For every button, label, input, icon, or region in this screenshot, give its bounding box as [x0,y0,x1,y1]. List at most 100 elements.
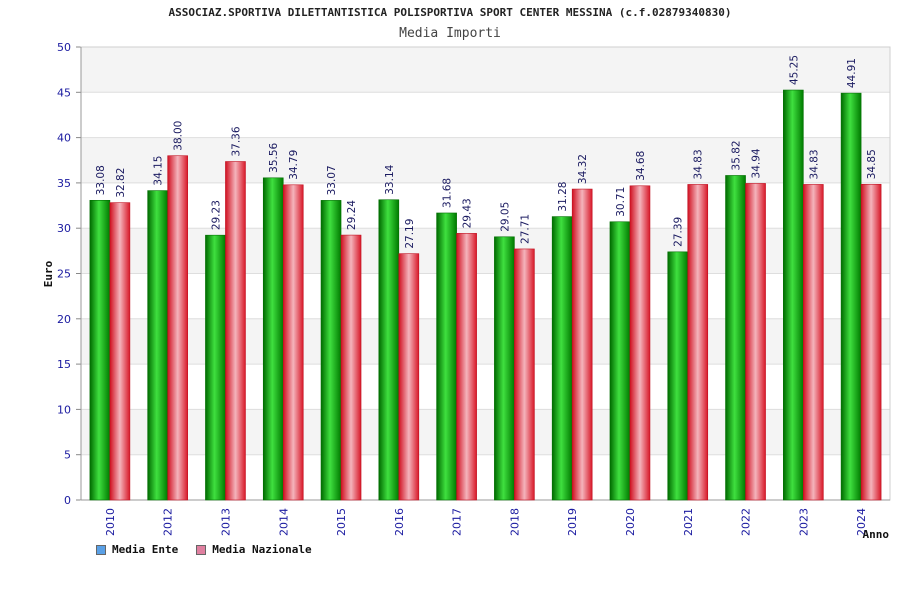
bar-media-nazionale [687,184,709,501]
y-tick-label: 40 [57,132,71,145]
bar-media-nazionale [629,185,651,501]
x-axis-label: Anno [863,528,890,541]
x-tick-label: 2022 [740,508,753,536]
legend-item-nazionale: Media Nazionale [196,543,312,556]
data-label: 29.05 [499,202,511,232]
x-tick-label: 2016 [393,508,406,536]
grid-band [81,228,890,274]
bar-media-ente [147,190,168,501]
grid-band [81,273,890,319]
bar-media-nazionale [571,188,593,501]
grid-band [81,137,890,183]
data-label: 29.24 [346,200,358,230]
data-label: 45.25 [788,55,800,85]
chart-subtitle: Media Importi [399,26,501,41]
bar-media-nazionale [282,184,304,501]
x-tick-label: 2019 [566,508,579,536]
bar-media-ente [262,177,284,501]
data-label: 44.91 [846,58,858,88]
data-label: 31.28 [557,182,569,212]
x-tick-label: 2013 [219,508,232,536]
y-tick-label: 45 [57,86,71,99]
legend: Media Ente Media Nazionale [96,543,312,556]
data-label: 33.08 [95,165,107,195]
data-label: 30.71 [615,187,627,217]
data-label: 34.15 [153,156,165,186]
y-tick-label: 25 [57,268,71,281]
legend-item-ente: Media Ente [96,543,178,556]
bar-media-nazionale [398,253,420,501]
grid-band [81,454,890,500]
data-label: 35.82 [731,140,743,170]
legend-swatch-nazionale [196,544,207,555]
bar-media-nazionale [225,161,246,501]
bar-media-ente [320,200,342,501]
bar-media-ente [783,89,804,501]
chart-title: ASSOCIAZ.SPORTIVA DILETTANTISTICA POLISP… [168,6,732,19]
x-tick-label: 2023 [797,508,810,536]
data-label: 33.14 [384,164,396,194]
data-label: 33.07 [326,165,338,195]
data-label: 29.23 [210,200,222,230]
y-tick-label: 30 [57,222,71,235]
data-label: 32.82 [115,168,127,198]
y-tick-label: 50 [57,41,71,54]
x-tick-label: 2021 [682,508,695,536]
bar-media-nazionale [860,183,882,501]
bar-media-nazionale [167,155,188,501]
x-tick-label: 2012 [162,508,175,536]
bar-media-nazionale [803,184,824,501]
x-tick-label: 2010 [104,508,117,536]
bar-media-ente [725,175,746,501]
legend-swatch-ente [96,544,106,555]
bar-media-ente [89,199,111,501]
y-axis-label: Euro [42,260,55,287]
data-label: 37.36 [230,126,242,156]
data-label: 31.68 [442,178,454,208]
x-tick-label: 2014 [277,508,290,536]
legend-label-ente: Media Ente [112,543,179,556]
grid-band [81,318,890,365]
data-label: 34.79 [288,150,300,180]
bar-media-ente [609,221,631,501]
data-label: 35.56 [268,142,280,172]
x-tick-label: 2020 [624,508,637,536]
grid-band [81,364,890,410]
bars [89,89,882,501]
bar-media-ente [205,234,226,501]
y-tick-label: 35 [57,177,71,190]
data-label: 34.85 [866,149,878,179]
y-tick-label: 10 [57,403,71,416]
data-label: 38.00 [173,121,185,151]
x-tick-label: 2017 [451,508,464,536]
bar-media-nazionale [514,248,535,501]
y-tick-label: 15 [57,358,71,371]
data-label: 27.39 [673,217,685,247]
legend-label-nazionale: Media Nazionale [212,543,312,556]
data-label: 34.32 [577,154,589,184]
grid-band [81,47,890,93]
data-label: 27.19 [404,219,416,249]
data-label: 34.83 [808,149,820,179]
data-label: 34.68 [635,151,647,181]
x-tick-label: 2018 [508,508,521,536]
x-tick-label: 2015 [335,508,348,536]
grid-band [81,92,890,138]
bar-media-nazionale [745,183,766,501]
y-tick-label: 20 [57,313,71,326]
grid-band [81,409,890,455]
bar-media-ente [667,251,689,501]
grid-band [81,182,890,229]
bar-media-nazionale [109,202,131,501]
x-tick-labels: 2010 2012 2013 2014 2015 2016 2017 2018 2019 2020… [104,508,868,536]
data-label: 29.43 [462,198,474,228]
data-label: 34.94 [751,148,763,178]
bar-media-ente [840,92,862,501]
y-tick-label: 0 [64,494,71,507]
bar-media-ente [551,216,573,501]
y-tick-labels: 0 5 10 15 20 25 30 35 40 45 50 [57,41,71,507]
x-tick-label: 2024 [855,508,868,536]
bar-media-ente [494,236,515,501]
bar-media-ente [436,212,457,501]
